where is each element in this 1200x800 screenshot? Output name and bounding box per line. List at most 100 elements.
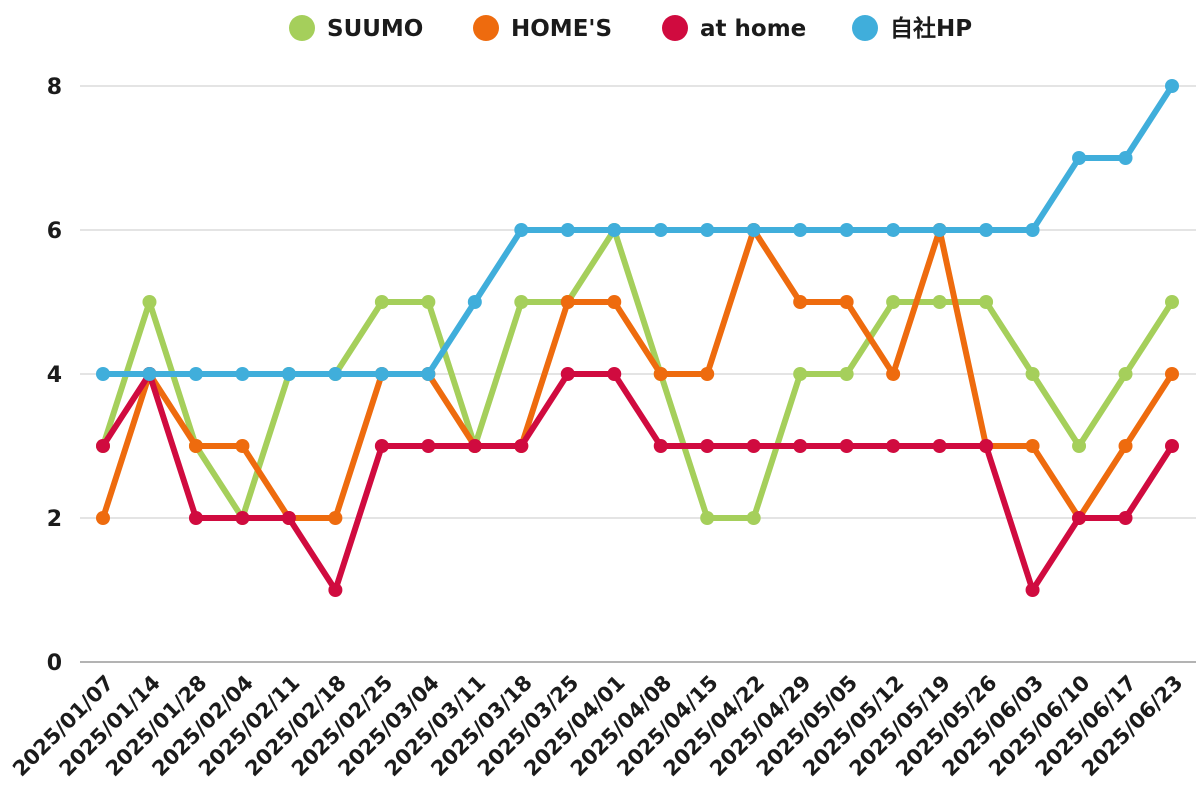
data-point — [374, 295, 389, 309]
data-point — [839, 439, 854, 453]
data-point — [328, 367, 343, 381]
legend-label: HOME'S — [511, 16, 612, 42]
data-point — [886, 367, 901, 381]
data-point — [1165, 79, 1179, 93]
data-point — [1025, 583, 1040, 597]
series-lines — [96, 79, 1179, 597]
data-point — [932, 295, 947, 309]
series-home-s — [96, 223, 1179, 525]
data-point — [746, 511, 761, 525]
data-point — [188, 511, 203, 525]
x-axis: 2025/01/072025/01/142025/01/282025/02/04… — [8, 671, 1187, 781]
data-point — [1118, 439, 1133, 453]
data-point — [1072, 151, 1087, 165]
data-point — [142, 367, 157, 381]
data-point — [560, 367, 575, 381]
data-point — [979, 439, 994, 453]
data-point — [188, 367, 203, 381]
data-point — [374, 439, 389, 453]
data-point — [653, 223, 668, 237]
data-point — [328, 511, 343, 525]
data-point — [653, 439, 668, 453]
data-point — [746, 223, 761, 237]
data-point — [281, 511, 296, 525]
data-point — [793, 367, 808, 381]
data-point — [607, 367, 622, 381]
legend-marker — [289, 15, 315, 41]
data-point — [886, 223, 901, 237]
data-point — [1025, 223, 1040, 237]
data-point — [793, 439, 808, 453]
data-point — [886, 439, 901, 453]
data-point — [1165, 439, 1179, 453]
data-point — [839, 223, 854, 237]
data-point — [514, 439, 529, 453]
series-line — [100, 227, 1175, 521]
legend-item: SUUMO — [289, 15, 423, 42]
y-tick-label: 2 — [47, 507, 62, 532]
series-line — [100, 227, 1175, 521]
data-point — [979, 295, 994, 309]
data-point — [1025, 367, 1040, 381]
data-point — [1118, 151, 1133, 165]
data-point — [467, 295, 482, 309]
data-point — [235, 367, 250, 381]
data-point — [700, 439, 715, 453]
data-point — [886, 295, 901, 309]
legend-item: HOME'S — [473, 15, 612, 42]
y-tick-label: 0 — [47, 651, 62, 676]
data-point — [1118, 367, 1133, 381]
data-point — [607, 295, 622, 309]
data-point — [421, 439, 436, 453]
legend-marker — [473, 15, 499, 41]
legend-label: at home — [700, 16, 806, 42]
legend-marker — [852, 15, 878, 41]
data-point — [1072, 439, 1087, 453]
data-point — [1165, 295, 1179, 309]
data-point — [700, 223, 715, 237]
y-tick-label: 4 — [47, 363, 62, 388]
data-point — [560, 223, 575, 237]
data-point — [328, 583, 343, 597]
legend-label: 自社HP — [890, 15, 972, 42]
data-point — [235, 439, 250, 453]
series-hp — [96, 79, 1179, 381]
y-tick-label: 6 — [47, 219, 62, 244]
data-point — [653, 367, 668, 381]
data-point — [281, 367, 296, 381]
y-tick-label: 8 — [47, 75, 62, 100]
data-point — [700, 511, 715, 525]
data-point — [96, 511, 110, 525]
data-point — [421, 295, 436, 309]
data-point — [839, 367, 854, 381]
data-point — [700, 367, 715, 381]
data-point — [793, 295, 808, 309]
legend: SUUMO HOME'S at home 自社HP — [289, 15, 972, 42]
data-point — [374, 367, 389, 381]
data-point — [96, 439, 110, 453]
data-point — [1072, 511, 1087, 525]
data-point — [142, 295, 157, 309]
data-point — [560, 295, 575, 309]
data-point — [932, 223, 947, 237]
data-point — [1165, 367, 1179, 381]
data-point — [467, 439, 482, 453]
series-line — [100, 371, 1175, 593]
series-line — [100, 83, 1175, 377]
data-point — [421, 367, 436, 381]
data-point — [514, 295, 529, 309]
data-point — [188, 439, 203, 453]
data-point — [839, 295, 854, 309]
data-point — [514, 223, 529, 237]
legend-item: at home — [662, 15, 806, 42]
series-at-home — [96, 367, 1179, 597]
data-point — [607, 223, 622, 237]
legend-item: 自社HP — [852, 15, 972, 42]
data-point — [932, 439, 947, 453]
data-point — [746, 439, 761, 453]
data-point — [793, 223, 808, 237]
data-point — [1118, 511, 1133, 525]
data-point — [96, 367, 110, 381]
